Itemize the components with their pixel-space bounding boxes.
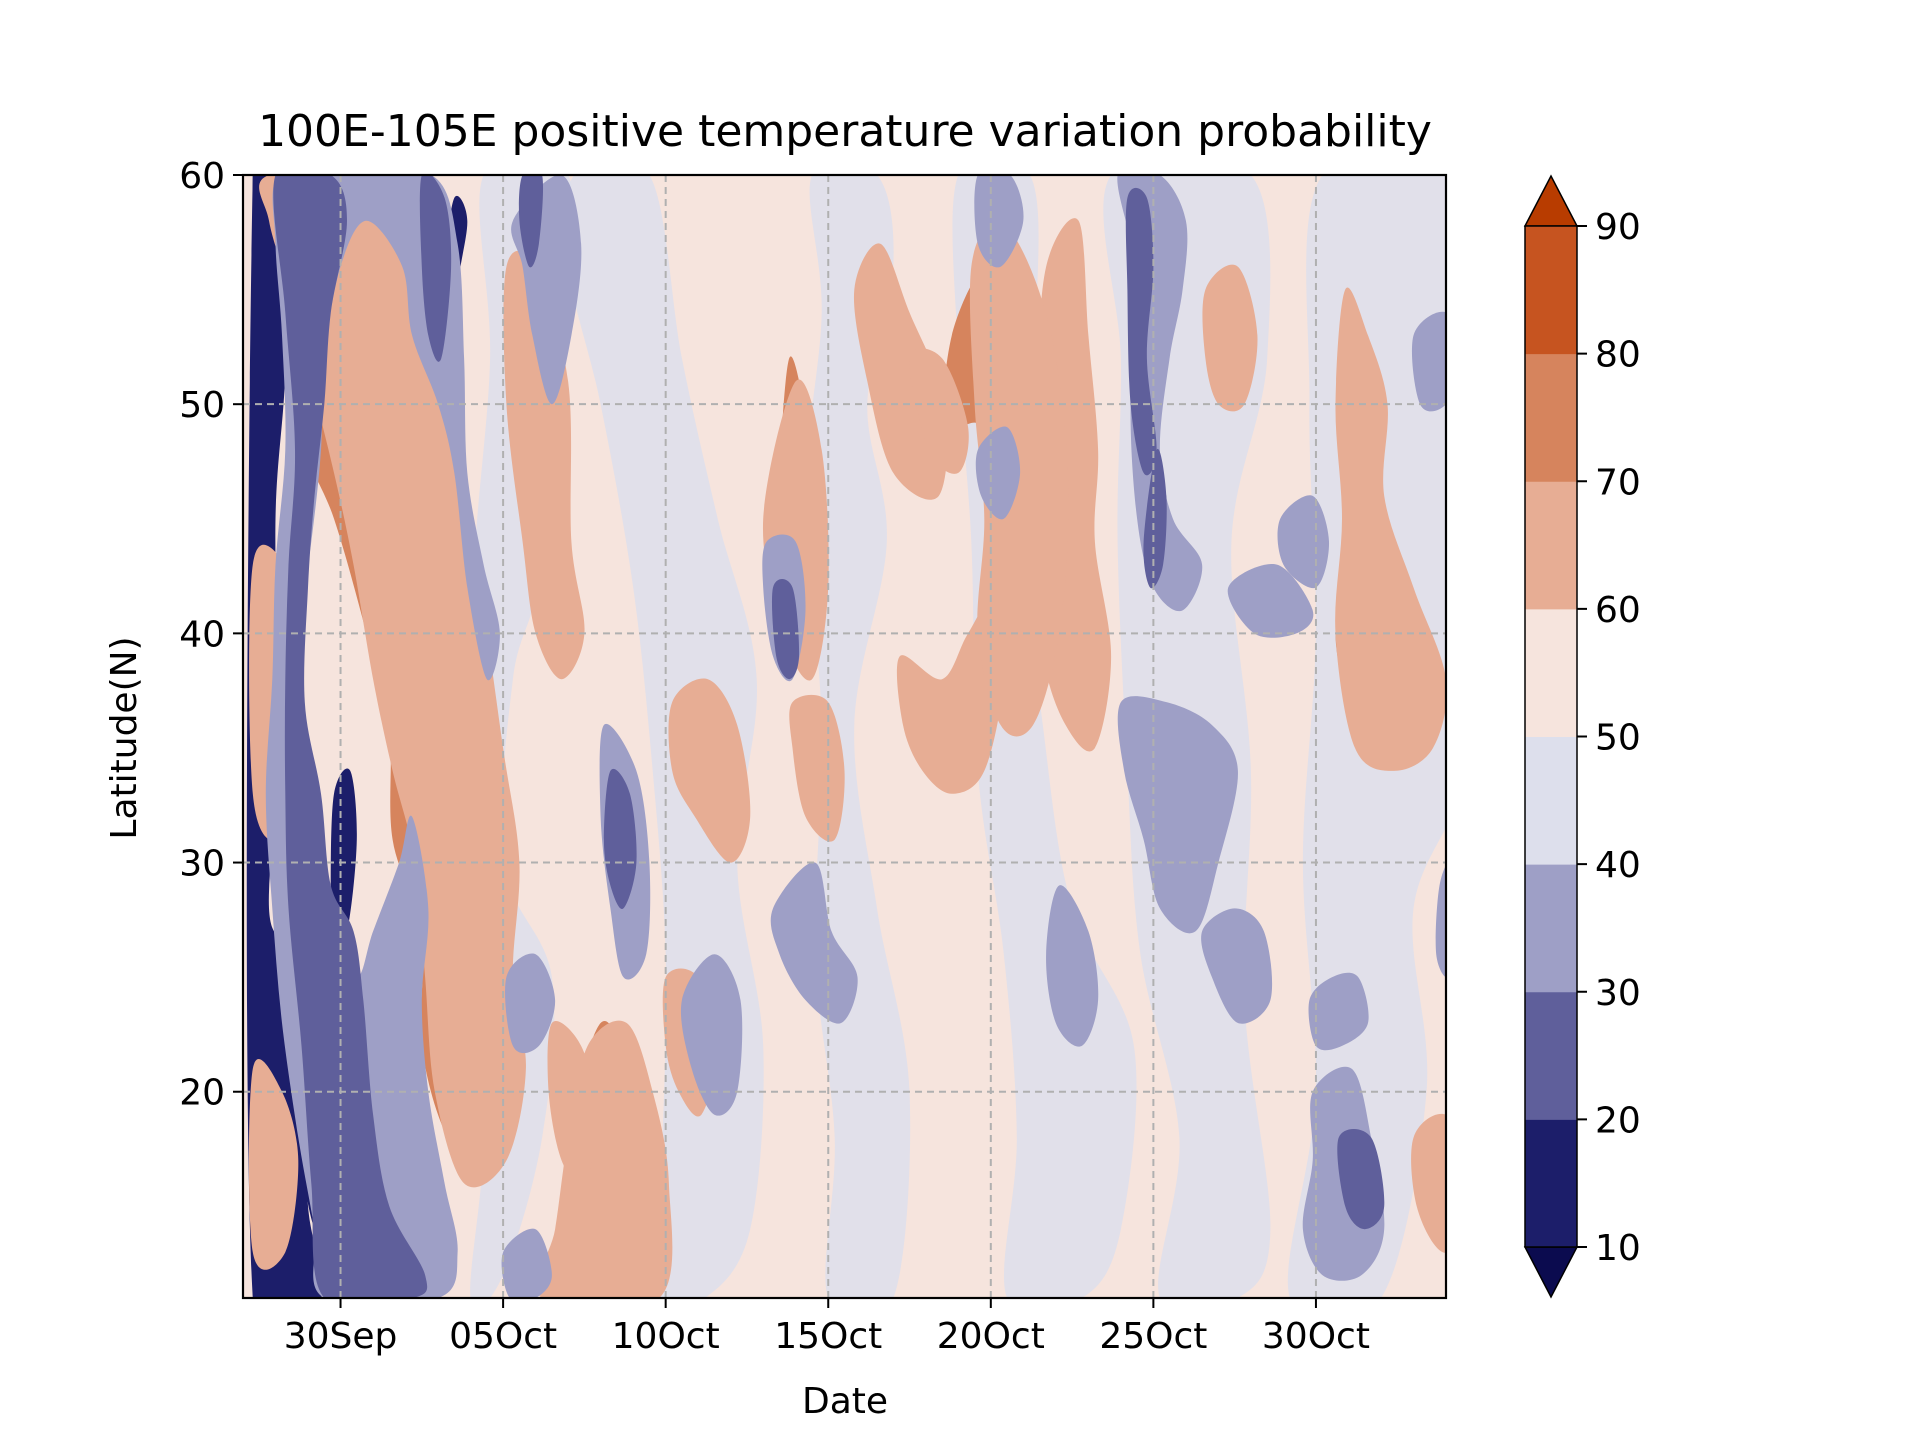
contour-band xyxy=(501,1228,552,1298)
y-axis: 20 30 40 50 60 xyxy=(179,156,243,1114)
x-tick-label: 20Oct xyxy=(937,1316,1045,1357)
y-tick-label: 30 xyxy=(179,844,225,885)
colorbar-over-extend xyxy=(1523,174,1579,227)
x-tick-label: 25Oct xyxy=(1099,1316,1207,1357)
x-tick-label: 30Oct xyxy=(1262,1316,1370,1357)
y-tick-label: 20 xyxy=(179,1073,225,1114)
contour-band xyxy=(1337,1128,1385,1230)
colorbar-under-extend xyxy=(1523,1246,1579,1299)
colorbar-tick-label: 40 xyxy=(1595,845,1641,886)
contour-band xyxy=(1202,264,1258,412)
colorbar-bin xyxy=(1525,864,1577,993)
colorbar-tick-label: 80 xyxy=(1595,335,1641,376)
colorbar-tick-label: 70 xyxy=(1595,462,1641,503)
contour-band xyxy=(1411,1113,1446,1253)
contour-band xyxy=(1435,865,1446,978)
contour-band xyxy=(505,953,556,1054)
y-tick-label: 40 xyxy=(179,614,225,655)
colorbar-bin xyxy=(1525,226,1577,355)
contour-band xyxy=(1308,972,1369,1051)
contour-band xyxy=(246,175,324,1298)
colorbar-bin xyxy=(1525,608,1577,737)
contour-band xyxy=(771,578,800,680)
contour-band xyxy=(1335,287,1446,771)
x-axis-label: Date xyxy=(802,1381,888,1422)
colorbar-tick-label: 30 xyxy=(1595,973,1641,1014)
colorbar-bin xyxy=(1525,353,1577,482)
contour-band xyxy=(1411,311,1446,412)
colorbar-tick-label: 60 xyxy=(1595,590,1641,631)
contour-band xyxy=(603,768,637,909)
colorbar-tick-label: 50 xyxy=(1595,718,1641,759)
x-tick-label: 15Oct xyxy=(774,1316,882,1357)
y-tick-label: 60 xyxy=(179,156,225,197)
colorbar: 10 20 30 40 50 60 70 80 90 xyxy=(1523,174,1641,1299)
contour-band xyxy=(248,1058,299,1270)
colorbar-tick-label: 20 xyxy=(1595,1100,1641,1141)
contour-band xyxy=(518,175,544,268)
y-axis-label: Latitude(N) xyxy=(104,636,145,839)
contour-band xyxy=(789,694,845,842)
contour-band xyxy=(1117,175,1203,612)
plot-area xyxy=(243,175,1446,1298)
colorbar-bin xyxy=(1525,481,1577,610)
colorbar-bin xyxy=(1525,991,1577,1120)
chart-title: 100E-105E positive temperature variation… xyxy=(258,106,1432,157)
contour-band xyxy=(536,1020,673,1298)
contour-band xyxy=(1117,696,1238,934)
colorbar-bin xyxy=(1525,736,1577,865)
contour-band xyxy=(668,678,751,863)
contour-band xyxy=(547,1020,598,1186)
colorbar-bin xyxy=(1525,1119,1577,1248)
plot-frame xyxy=(241,173,1448,1300)
x-axis: 30Sep 05Oct 10Oct 15Oct 20Oct 25Oct 30Oct xyxy=(284,1298,1370,1357)
x-tick-label: 05Oct xyxy=(449,1316,557,1357)
contour-band xyxy=(1143,448,1167,589)
contour-band xyxy=(1046,885,1099,1047)
contour-band xyxy=(770,862,858,1024)
x-tick-label: 10Oct xyxy=(612,1316,720,1357)
contour-band xyxy=(1227,564,1314,638)
contour-band xyxy=(975,426,1021,520)
contour-band xyxy=(974,175,1024,268)
colorbar-tick-label: 90 xyxy=(1595,207,1641,248)
contour-band xyxy=(259,175,526,1188)
contour-band xyxy=(419,175,452,362)
contour-band xyxy=(330,768,357,941)
x-tick-label: 30Sep xyxy=(284,1316,398,1357)
contour-band xyxy=(273,175,428,1298)
y-tick-label: 50 xyxy=(179,385,225,426)
contour-band xyxy=(1201,908,1273,1024)
contour-band xyxy=(909,348,969,474)
contour-band xyxy=(680,954,743,1116)
colorbar-tick-label: 10 xyxy=(1595,1228,1641,1269)
